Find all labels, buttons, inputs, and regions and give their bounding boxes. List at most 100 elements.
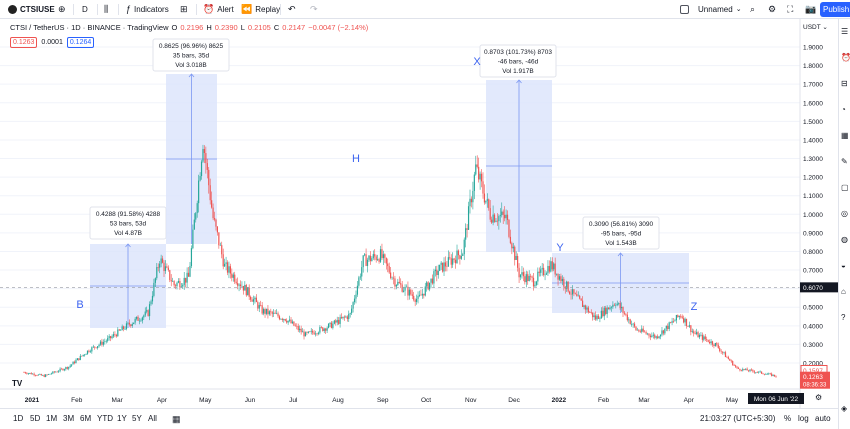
- sell-price-button[interactable]: 0.1263: [10, 37, 38, 48]
- candle-body: [483, 193, 486, 203]
- range-3m-button[interactable]: 3M: [63, 414, 75, 423]
- range-label-line3: Vol 3.018B: [175, 62, 206, 69]
- price-tick-label: 1.7000: [803, 82, 823, 89]
- symbol-search-button[interactable]: CTSIUSE: [8, 0, 55, 19]
- candle-body: [531, 276, 533, 278]
- candle-body: [300, 328, 302, 333]
- candle-body: [235, 281, 237, 284]
- candle-body: [681, 316, 683, 319]
- chat-icon[interactable]: ▢: [841, 183, 849, 192]
- candle-body: [411, 294, 413, 296]
- range-1d-button[interactable]: 1D: [13, 414, 24, 423]
- candle-body: [460, 255, 462, 259]
- candle-body: [304, 332, 307, 337]
- buy-price-button[interactable]: 0.1264: [66, 37, 95, 48]
- watchlist-icon[interactable]: ☰: [841, 27, 849, 36]
- candle-body: [570, 293, 572, 295]
- price-scale[interactable]: USDT ⌄ 1.9000 1.8000 1.7000 1.6000 1.5000 1.40…: [799, 19, 838, 408]
- candle-body: [146, 310, 148, 312]
- candle-body: [284, 319, 286, 321]
- candle-body: [732, 361, 734, 366]
- candle-body: [743, 368, 745, 370]
- candle-body: [573, 289, 575, 294]
- snapshot-button[interactable]: 📷: [805, 0, 816, 19]
- candle-body: [466, 228, 468, 230]
- range-ytd-button[interactable]: YTD: [97, 414, 113, 423]
- alert-button[interactable]: ⏰ Alert: [203, 0, 234, 19]
- legend-close: 0.2147: [282, 23, 306, 32]
- range-1y-button[interactable]: 1Y: [117, 414, 127, 423]
- publish-button[interactable]: Publish: [820, 2, 850, 17]
- auto-toggle[interactable]: auto: [815, 414, 831, 423]
- candle-body: [307, 331, 309, 333]
- candle-body: [651, 335, 653, 338]
- help-icon[interactable]: ?: [841, 313, 846, 322]
- fullscreen-button[interactable]: ⛶: [787, 0, 793, 19]
- time-tick-label: May: [199, 397, 212, 404]
- log-toggle[interactable]: log: [798, 414, 809, 423]
- candle-body: [182, 284, 184, 287]
- streams-icon[interactable]: ◎: [841, 209, 848, 218]
- calendar-icon[interactable]: ▦: [841, 131, 849, 140]
- candle-body: [147, 310, 149, 317]
- interval-button[interactable]: D: [82, 0, 88, 19]
- notifications-icon[interactable]: ◍: [841, 235, 848, 244]
- candle-body: [467, 206, 470, 230]
- ideas-icon[interactable]: ✎: [841, 157, 848, 166]
- date-range-icon[interactable]: ▦: [172, 414, 181, 424]
- undo-button[interactable]: ↶: [288, 0, 296, 19]
- range-all-button[interactable]: All: [148, 414, 157, 423]
- percent-toggle[interactable]: %: [784, 414, 792, 423]
- candle-body: [385, 257, 387, 264]
- templates-button[interactable]: ⊞: [180, 0, 188, 19]
- candle-body: [491, 219, 493, 223]
- chart-canvas[interactable]: 0.4288 (91.58%) 4288 53 bars, 53d Vol 4.87…: [0, 19, 838, 408]
- clock-label[interactable]: 21:03:27 (UTC+5:30): [700, 414, 776, 423]
- candle-body: [238, 284, 240, 286]
- candle-body: [762, 373, 764, 375]
- candle-body: [768, 373, 770, 375]
- pine-icon[interactable]: ⌂: [841, 287, 846, 296]
- candle-body: [278, 316, 281, 320]
- candle-body: [752, 370, 754, 372]
- layout-menu-button[interactable]: Unnamed ⌄: [680, 0, 742, 19]
- candle-body: [140, 320, 142, 322]
- settings-button[interactable]: ⚙: [768, 0, 776, 19]
- layers-icon[interactable]: ◈: [841, 404, 848, 413]
- candle-body: [297, 326, 299, 331]
- replay-button[interactable]: ⏪ Replay: [241, 0, 280, 19]
- candle-body: [170, 279, 172, 282]
- quick-search-button[interactable]: ⌕: [750, 0, 755, 19]
- chart-type-button[interactable]: ⫼: [104, 0, 108, 19]
- candle-body: [430, 278, 432, 283]
- alerts-icon[interactable]: ⏰: [841, 53, 850, 62]
- candle-body: [519, 274, 522, 278]
- range-label-line1: 0.8703 (101.73%) 8703: [484, 49, 552, 56]
- candle-body: [554, 263, 556, 275]
- candle-body: [498, 216, 500, 222]
- candle-body: [260, 305, 262, 306]
- range-5y-button[interactable]: 5Y: [132, 414, 142, 423]
- candle-body: [303, 331, 305, 337]
- candle-body: [420, 294, 422, 296]
- candle-body: [408, 289, 410, 296]
- compare-button[interactable]: ⊕: [58, 0, 66, 19]
- candle-body: [449, 257, 451, 259]
- range-1m-button[interactable]: 1M: [46, 414, 58, 423]
- hotlist-icon[interactable]: ◔: [841, 105, 846, 114]
- range-arrow-icon: [188, 73, 195, 78]
- range-6m-button[interactable]: 6M: [80, 414, 92, 423]
- redo-button[interactable]: ↷: [310, 0, 318, 19]
- range-5d-button[interactable]: 5D: [30, 414, 41, 423]
- grid-icon: ⊞: [180, 4, 188, 14]
- candle-body: [224, 263, 226, 267]
- candle-body: [659, 334, 662, 337]
- candle-body: [443, 262, 445, 272]
- indicators-button[interactable]: ƒ Indicators: [126, 0, 169, 19]
- order-panel-icon[interactable]: ◒: [841, 261, 846, 270]
- candle-body: [381, 249, 383, 259]
- legend-open-label: O: [171, 23, 178, 32]
- time-scale[interactable]: 2021 Feb Mar Apr May Jun Jul Aug Sep Oct Nov Dec 202…: [0, 388, 804, 404]
- data-window-icon[interactable]: ⊟: [841, 79, 848, 88]
